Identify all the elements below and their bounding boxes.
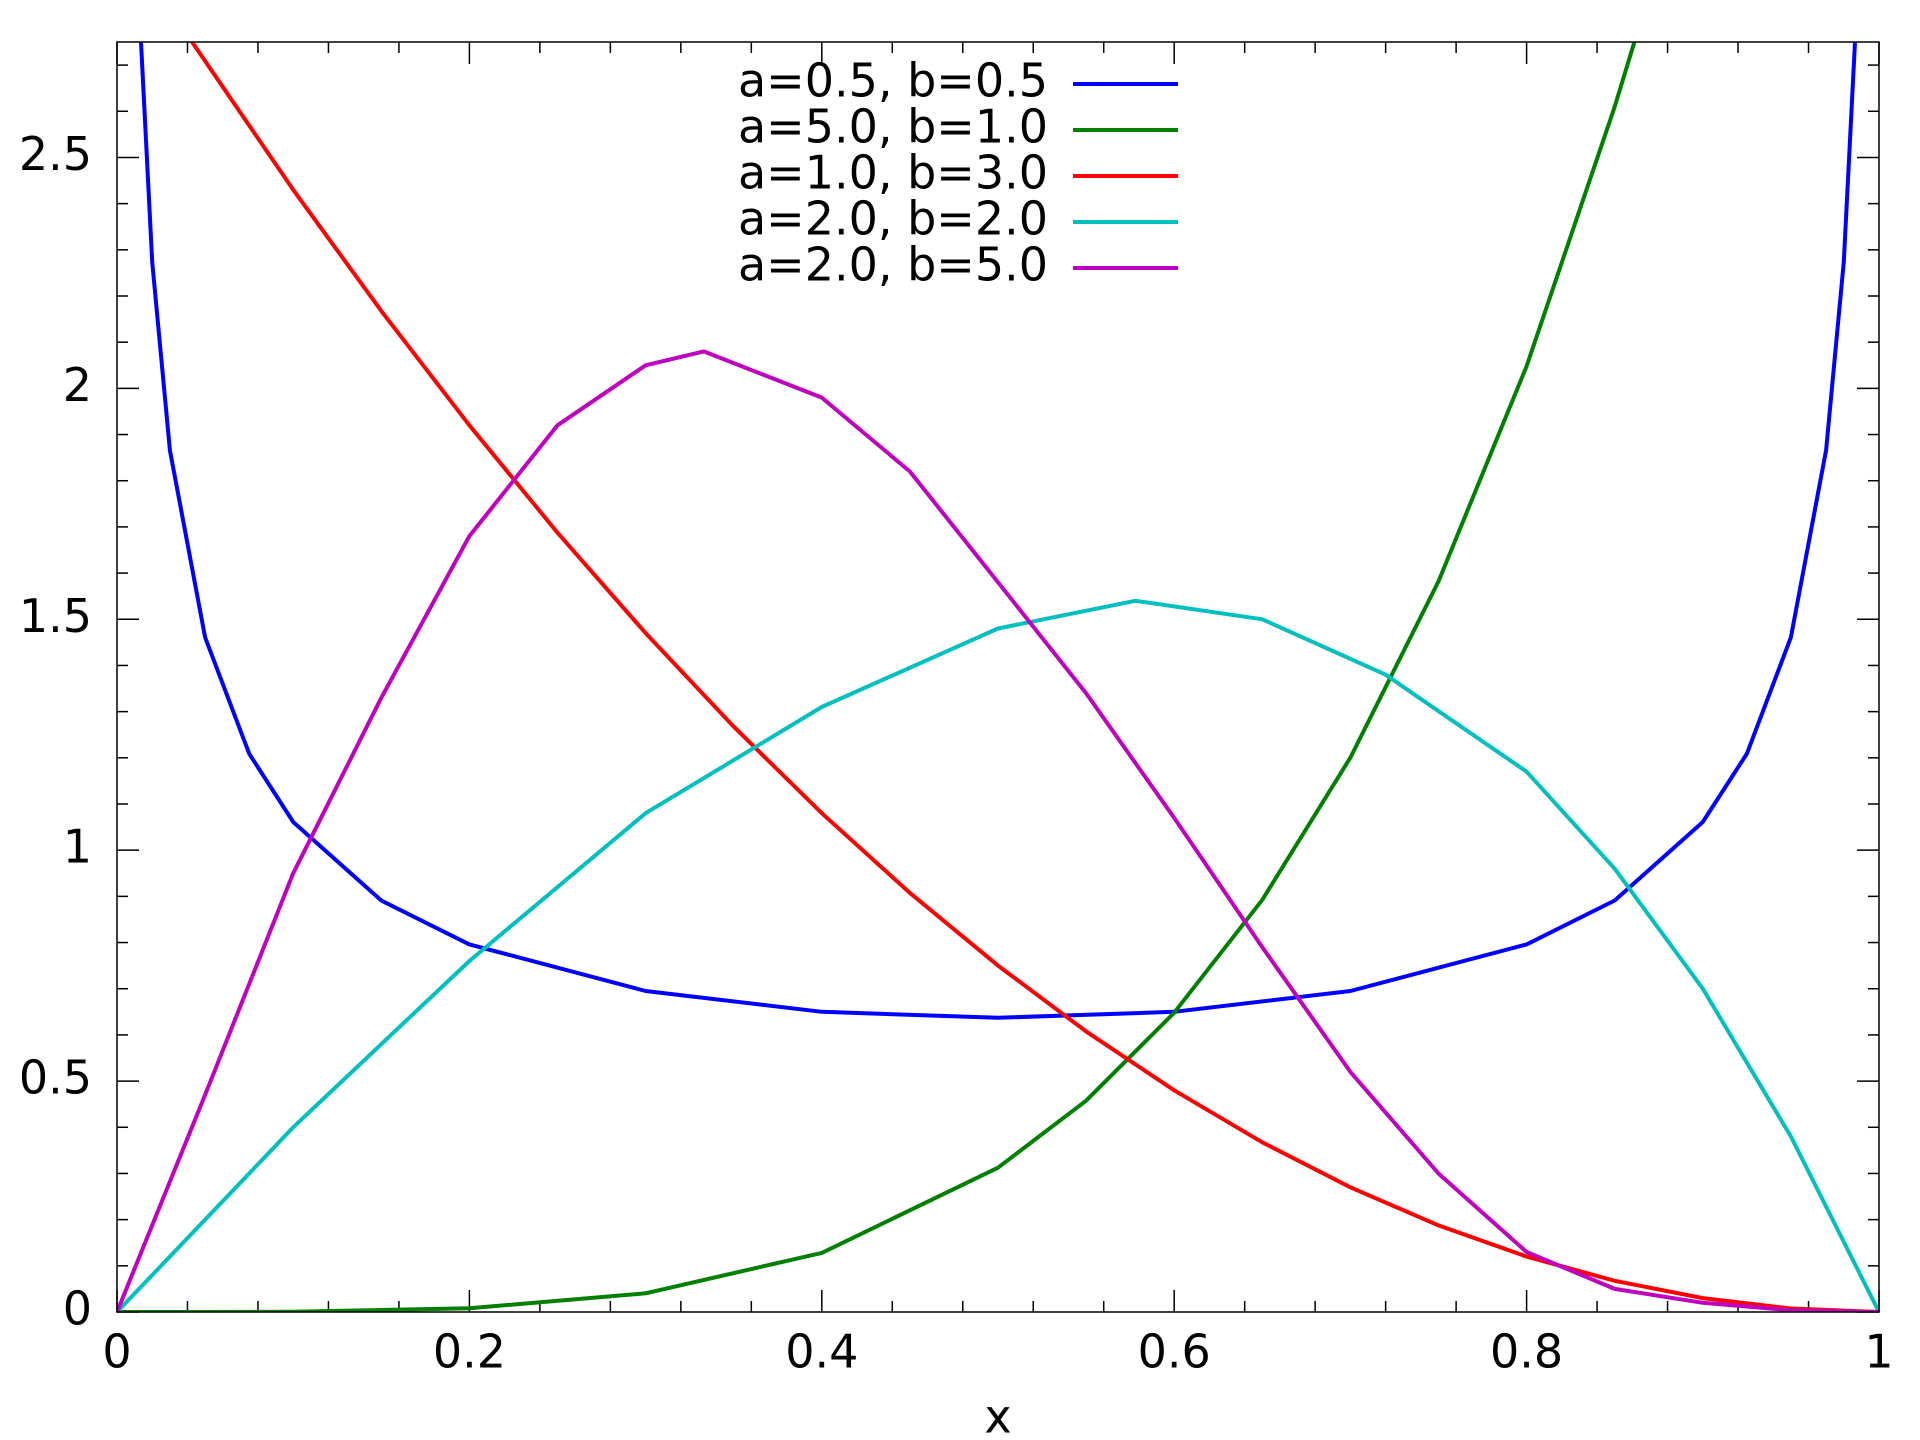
y-tick-label: 2.5 bbox=[19, 127, 92, 181]
plot-frame bbox=[116, 41, 1880, 1313]
x-tick-label: 0.4 bbox=[785, 1325, 858, 1379]
x-tick-label: 0.6 bbox=[1138, 1325, 1211, 1379]
legend-label: a=2.0, b=5.0 bbox=[738, 238, 1048, 292]
series-line bbox=[190, 42, 1879, 1312]
y-tick-label: 0.5 bbox=[19, 1051, 92, 1105]
y-tick-label: 1 bbox=[63, 820, 92, 874]
legend-label: a=0.5, b=0.5 bbox=[738, 54, 1048, 108]
x-tick-label: 0.8 bbox=[1490, 1325, 1563, 1379]
series-line bbox=[117, 42, 1637, 1312]
series-line bbox=[139, 42, 1857, 1020]
x-tick-label: 1 bbox=[1864, 1325, 1893, 1379]
legend-label: a=2.0, b=2.0 bbox=[738, 192, 1048, 246]
y-tick-label: 2 bbox=[63, 358, 92, 412]
x-axis-label: x bbox=[984, 1390, 1011, 1440]
series-line bbox=[117, 598, 1879, 1312]
y-tick-label: 1.5 bbox=[19, 589, 92, 643]
x-tick-label: 0 bbox=[102, 1325, 131, 1379]
legend-label: a=5.0, b=1.0 bbox=[738, 100, 1048, 154]
x-tick-label: 0.2 bbox=[433, 1325, 506, 1379]
legend-label: a=1.0, b=3.0 bbox=[738, 146, 1048, 200]
y-tick-label: 0 bbox=[63, 1282, 92, 1336]
series-line bbox=[117, 349, 1879, 1312]
